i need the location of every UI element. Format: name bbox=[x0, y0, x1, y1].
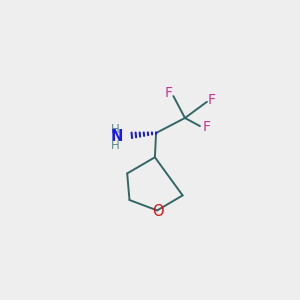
Text: O: O bbox=[153, 204, 164, 219]
Text: F: F bbox=[164, 86, 172, 100]
Text: H: H bbox=[111, 139, 119, 152]
Text: F: F bbox=[203, 120, 211, 134]
Text: F: F bbox=[208, 92, 216, 106]
Text: H: H bbox=[111, 123, 119, 136]
Text: N: N bbox=[110, 129, 122, 144]
